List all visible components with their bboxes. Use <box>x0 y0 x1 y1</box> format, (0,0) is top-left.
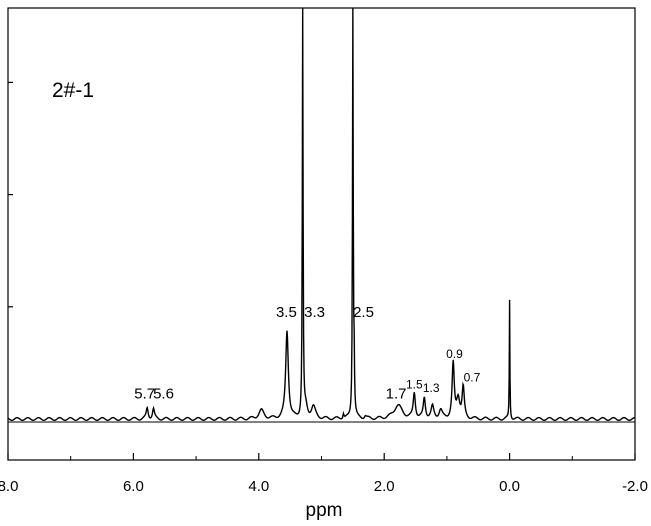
peak-label-5: 1.7 <box>386 386 407 403</box>
x-ticks <box>7 453 636 460</box>
peak-labels: 5.75.6 3.5 3.3 2.5 1.71.5 1.3 0.90.7 <box>134 304 480 403</box>
peak-label-3: 3.3 <box>304 304 325 321</box>
x-tick-labels: 8.0 6.0 4.0 2.0 0.0 -2.0 <box>0 478 648 495</box>
peak-label-7: 1.3 <box>423 381 440 395</box>
peak-label-2: 3.5 <box>276 304 297 321</box>
x-axis-label: ppm <box>306 500 343 521</box>
sample-label: 2#-1 <box>52 79 94 102</box>
x-tick-label-3: 2.0 <box>374 478 395 495</box>
peak-label-1: 5.6 <box>153 386 174 403</box>
peak-label-4: 2.5 <box>353 304 374 321</box>
x-tick-label-2: 4.0 <box>248 478 269 495</box>
y-ticks <box>8 81 13 308</box>
peak-label-8: 0.9 <box>446 347 463 361</box>
spectrum-line <box>7 7 636 422</box>
peak-label-0: 5.7 <box>134 386 155 403</box>
x-tick-label-1: 6.0 <box>123 478 144 495</box>
peak-label-9: 0.7 <box>464 371 481 385</box>
x-tick-label-5: -2.0 <box>622 478 648 495</box>
peak-label-6: 1.5 <box>406 377 423 391</box>
x-tick-label-4: 0.0 <box>499 478 520 495</box>
plot-frame <box>7 7 636 461</box>
x-tick-label-0: 8.0 <box>0 478 18 495</box>
